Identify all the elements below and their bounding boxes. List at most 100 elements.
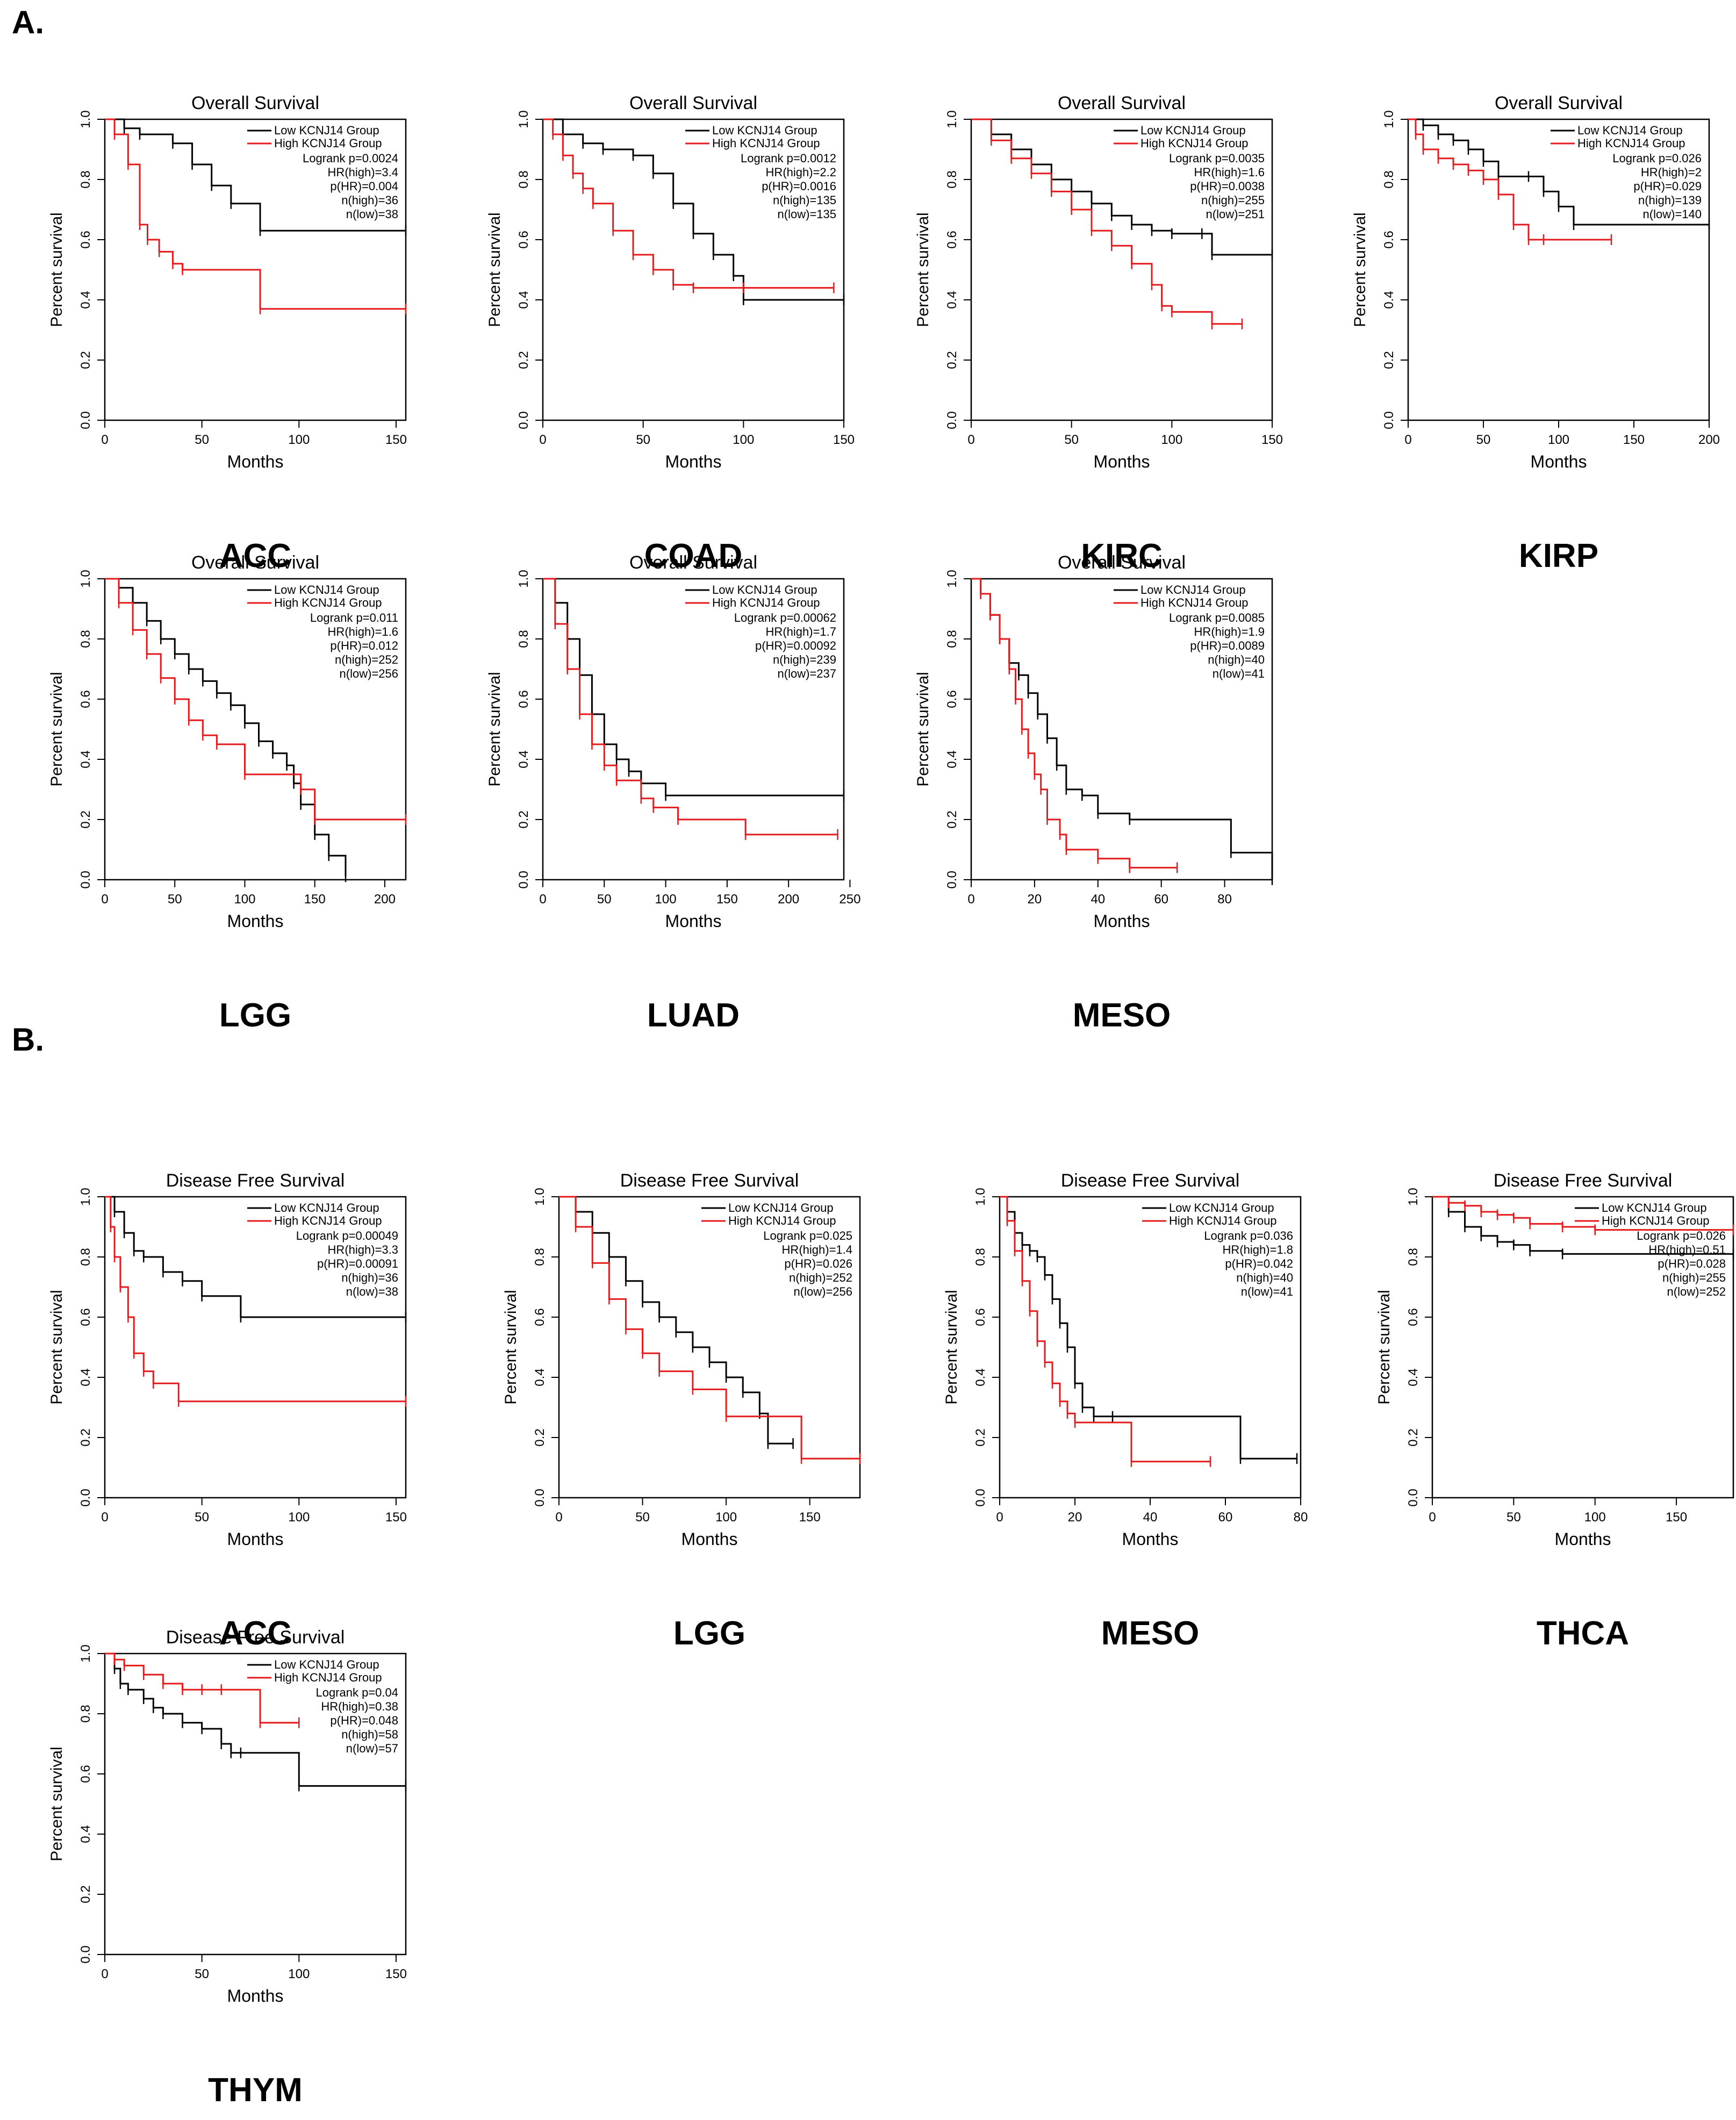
km-panel-os-lgg: Overall Survival LGG 0.0 0.2 0.4 0.6 0.8 1.0 0 50… bbox=[21, 551, 441, 1045]
km-curve bbox=[1000, 1196, 1210, 1463]
y-tick-label: 1.0 bbox=[1382, 110, 1396, 128]
panel-title: Disease Free Survival bbox=[166, 1627, 345, 1648]
stat-line: n(high)=40 bbox=[1208, 653, 1265, 666]
y-axis-label: Percent survival bbox=[48, 672, 66, 786]
stat-line: n(high)=58 bbox=[341, 1728, 398, 1741]
y-tick-label: 0.2 bbox=[1382, 351, 1396, 369]
y-tick-label: 0.8 bbox=[517, 630, 531, 648]
legend-entry: Low KCNJ14 Group bbox=[1602, 1201, 1707, 1214]
y-tick-label: 0.0 bbox=[78, 1945, 93, 1963]
x-tick-label: 100 bbox=[1161, 433, 1182, 447]
stat-line: n(low)=252 bbox=[1667, 1285, 1726, 1298]
stat-line: n(low)=41 bbox=[1213, 667, 1265, 680]
x-tick-label: 150 bbox=[833, 433, 855, 447]
legend-entry: Low KCNJ14 Group bbox=[1169, 1201, 1274, 1214]
stat-line: p(HR)=0.029 bbox=[1633, 179, 1702, 193]
x-tick-label: 0 bbox=[539, 433, 546, 447]
plot-frame bbox=[1431, 1196, 1734, 1499]
y-tick-label: 0.4 bbox=[1406, 1368, 1421, 1386]
x-axis-label: Months bbox=[1094, 911, 1150, 931]
x-tick-label: 50 bbox=[636, 433, 650, 447]
stat-line: HR(high)=2 bbox=[1641, 166, 1702, 179]
y-tick-label: 0.8 bbox=[517, 170, 531, 188]
cancer-label: THYM bbox=[208, 2072, 303, 2109]
y-tick-label: 0.8 bbox=[973, 1248, 988, 1266]
stat-line: Logrank p=0.0012 bbox=[741, 152, 836, 165]
stat-line: HR(high)=1.6 bbox=[328, 625, 398, 638]
x-tick-label: 0 bbox=[101, 892, 108, 907]
y-tick-label: 0.6 bbox=[533, 1308, 547, 1326]
x-axis-label: Months bbox=[227, 1986, 284, 2006]
y-tick-label: 0.6 bbox=[78, 1308, 93, 1326]
x-tick-label: 40 bbox=[1091, 892, 1105, 907]
y-tick-label: 0.4 bbox=[533, 1368, 547, 1386]
section-label-a: A. bbox=[12, 4, 44, 40]
y-tick-label: 0.0 bbox=[78, 411, 93, 429]
x-tick-label: 0 bbox=[967, 892, 974, 907]
km-series-high bbox=[105, 118, 407, 314]
stat-line: Logrank p=0.026 bbox=[1612, 152, 1702, 165]
x-tick-label: 150 bbox=[1261, 433, 1283, 447]
x-tick-label: 0 bbox=[539, 892, 546, 907]
y-tick-label: 0.0 bbox=[945, 871, 959, 888]
km-panel-os-acc: Overall Survival ACC 0.0 0.2 0.4 0.6 0.8 1.0 0 50… bbox=[21, 91, 441, 586]
km-curve bbox=[543, 578, 838, 836]
x-axis-label: Months bbox=[227, 1529, 284, 1549]
plot-frame bbox=[104, 578, 407, 881]
km-series-high bbox=[543, 578, 838, 840]
cancer-label: COAD bbox=[644, 537, 743, 574]
stat-line: n(high)=255 bbox=[1201, 193, 1265, 207]
x-tick-label: 0 bbox=[1429, 1510, 1436, 1525]
stat-line: n(low)=256 bbox=[340, 667, 398, 680]
x-axis-label: Months bbox=[1555, 1529, 1611, 1549]
stat-line: n(high)=135 bbox=[773, 193, 836, 207]
km-series-low bbox=[1432, 1196, 1734, 1260]
x-tick-label: 0 bbox=[101, 1967, 108, 1981]
stat-line: n(high)=36 bbox=[341, 193, 398, 207]
y-tick-label: 0.8 bbox=[1406, 1248, 1421, 1266]
km-curve bbox=[105, 118, 406, 232]
y-tick-label: 0.8 bbox=[78, 630, 93, 648]
legend-entry: High KCNJ14 Group bbox=[274, 1671, 382, 1684]
x-tick-label: 80 bbox=[1217, 892, 1232, 907]
km-series-low bbox=[105, 118, 407, 236]
x-tick-label: 50 bbox=[168, 892, 182, 907]
stat-line: n(low)=41 bbox=[1241, 1285, 1293, 1298]
stat-line: n(high)=252 bbox=[335, 653, 398, 666]
panel-title: Overall Survival bbox=[1057, 93, 1186, 113]
x-tick-label: 100 bbox=[733, 433, 754, 447]
stat-line: n(low)=38 bbox=[346, 207, 398, 221]
stat-line: n(high)=36 bbox=[341, 1271, 398, 1284]
x-tick-label: 100 bbox=[288, 433, 310, 447]
stat-line: p(HR)=0.0089 bbox=[1190, 639, 1265, 652]
stat-line: p(HR)=0.004 bbox=[330, 179, 398, 193]
km-series-low bbox=[105, 1196, 407, 1323]
y-tick-label: 0.4 bbox=[78, 750, 93, 768]
km-curve bbox=[1432, 1196, 1733, 1231]
km-series-high bbox=[105, 1652, 300, 1728]
km-series-high bbox=[1000, 1196, 1211, 1467]
stat-line: n(high)=255 bbox=[1662, 1271, 1726, 1284]
stat-line: Logrank p=0.0085 bbox=[1169, 611, 1265, 624]
y-tick-label: 0.8 bbox=[78, 1705, 93, 1722]
cancer-label: LGG bbox=[673, 1615, 746, 1652]
y-axis-label: Percent survival bbox=[486, 672, 504, 786]
km-plot: 0.0 0.2 0.4 0.6 0.8 1.0 0 50 100 150 200 250 Months P… bbox=[486, 570, 860, 931]
plot-frame bbox=[970, 118, 1273, 421]
stat-line: n(low)=140 bbox=[1643, 207, 1702, 221]
stat-line: HR(high)=2.2 bbox=[766, 166, 836, 179]
x-tick-label: 20 bbox=[1068, 1510, 1082, 1525]
x-axis-label: Months bbox=[1531, 452, 1587, 471]
km-curve bbox=[105, 118, 406, 310]
x-tick-label: 0 bbox=[555, 1510, 562, 1525]
stat-line: p(HR)=0.012 bbox=[330, 639, 398, 652]
y-tick-label: 0.0 bbox=[1406, 1489, 1421, 1506]
x-tick-label: 250 bbox=[839, 892, 860, 907]
legend-entry: Low KCNJ14 Group bbox=[728, 1201, 834, 1214]
legend-entry: Low KCNJ14 Group bbox=[274, 1201, 379, 1214]
stat-line: HR(high)=1.6 bbox=[1194, 166, 1265, 179]
km-plot: 0.0 0.2 0.4 0.6 0.8 1.0 0 50 100 150 Months Percent… bbox=[914, 110, 1283, 471]
